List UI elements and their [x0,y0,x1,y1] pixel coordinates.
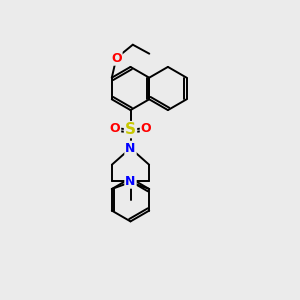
Text: O: O [111,52,122,65]
Text: S: S [125,122,136,137]
Text: O: O [110,122,120,135]
Text: O: O [141,122,152,135]
Text: N: N [125,175,136,188]
Text: N: N [125,142,136,155]
